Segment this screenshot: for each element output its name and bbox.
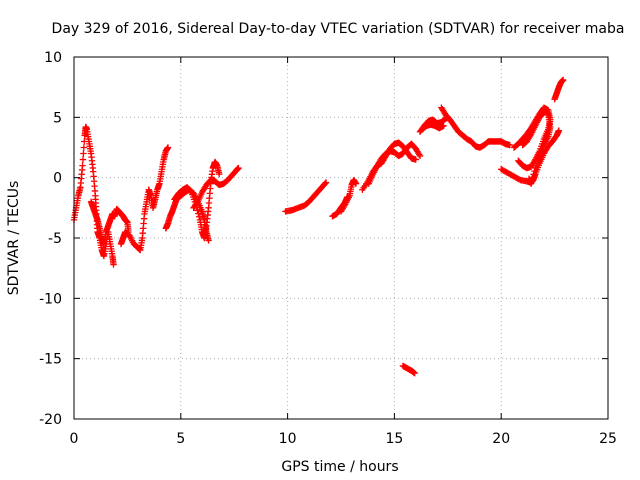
axis-ticks: 0 5 10 15 20 25 10 5 0 -5 -10 -15 -20 — [39, 50, 617, 447]
y-tick-label: 0 — [53, 171, 62, 187]
data-point — [531, 167, 538, 175]
data-point — [79, 162, 86, 169]
data-point — [352, 180, 360, 187]
data-point — [515, 158, 523, 165]
data-point — [416, 152, 424, 160]
data-point — [530, 171, 537, 178]
x-tick-label: 25 — [599, 431, 617, 447]
data-point — [194, 207, 201, 214]
data-point — [216, 170, 223, 178]
x-tick-label: 5 — [176, 431, 185, 447]
x-tick-label: 15 — [385, 431, 403, 447]
data-segment — [418, 121, 447, 133]
data-point — [529, 174, 537, 181]
x-axis-label: GPS time / hours — [281, 459, 398, 475]
y-tick-label: 10 — [44, 50, 62, 66]
data-point — [195, 210, 202, 217]
data-segment — [87, 198, 132, 248]
data-point — [321, 180, 329, 187]
data-segment — [190, 164, 242, 212]
data-point — [322, 179, 330, 186]
data-point — [110, 261, 117, 268]
data-point — [532, 164, 539, 172]
x-tick-label: 0 — [70, 431, 79, 447]
data-points — [70, 76, 567, 377]
data-point — [412, 156, 419, 163]
data-segment — [519, 106, 554, 187]
x-tick-label: 20 — [492, 431, 510, 447]
data-point — [187, 187, 194, 195]
y-axis-label: SDTVAR / TECUs — [6, 181, 22, 296]
grid-lines — [74, 57, 608, 419]
data-segment — [438, 104, 513, 151]
data-segment — [551, 76, 567, 103]
data-point — [411, 369, 418, 377]
y-tick-label: -15 — [39, 352, 62, 368]
data-segment — [337, 176, 360, 215]
chart-title: Day 329 of 2016, Sidereal Day-to-day VTE… — [52, 21, 625, 37]
data-point — [506, 141, 513, 149]
y-tick-label: 5 — [53, 110, 62, 126]
data-segment — [117, 144, 172, 254]
y-tick-label: -20 — [39, 412, 62, 428]
data-point — [555, 127, 563, 134]
data-point — [79, 156, 87, 163]
data-point — [525, 175, 533, 183]
x-tick-label: 10 — [279, 431, 297, 447]
data-segment — [282, 179, 330, 215]
data-segment — [399, 362, 418, 377]
data-point — [235, 164, 242, 172]
data-point — [559, 76, 567, 84]
y-tick-label: -5 — [48, 231, 62, 247]
data-point — [80, 144, 88, 151]
y-tick-label: -10 — [39, 291, 62, 307]
data-point — [205, 237, 212, 244]
data-point — [164, 144, 172, 151]
data-segment — [70, 123, 117, 268]
data-point — [80, 150, 87, 157]
data-segment — [365, 140, 424, 187]
data-point — [515, 157, 522, 164]
data-point — [415, 151, 423, 158]
data-point — [195, 213, 203, 220]
data-point — [440, 122, 447, 129]
